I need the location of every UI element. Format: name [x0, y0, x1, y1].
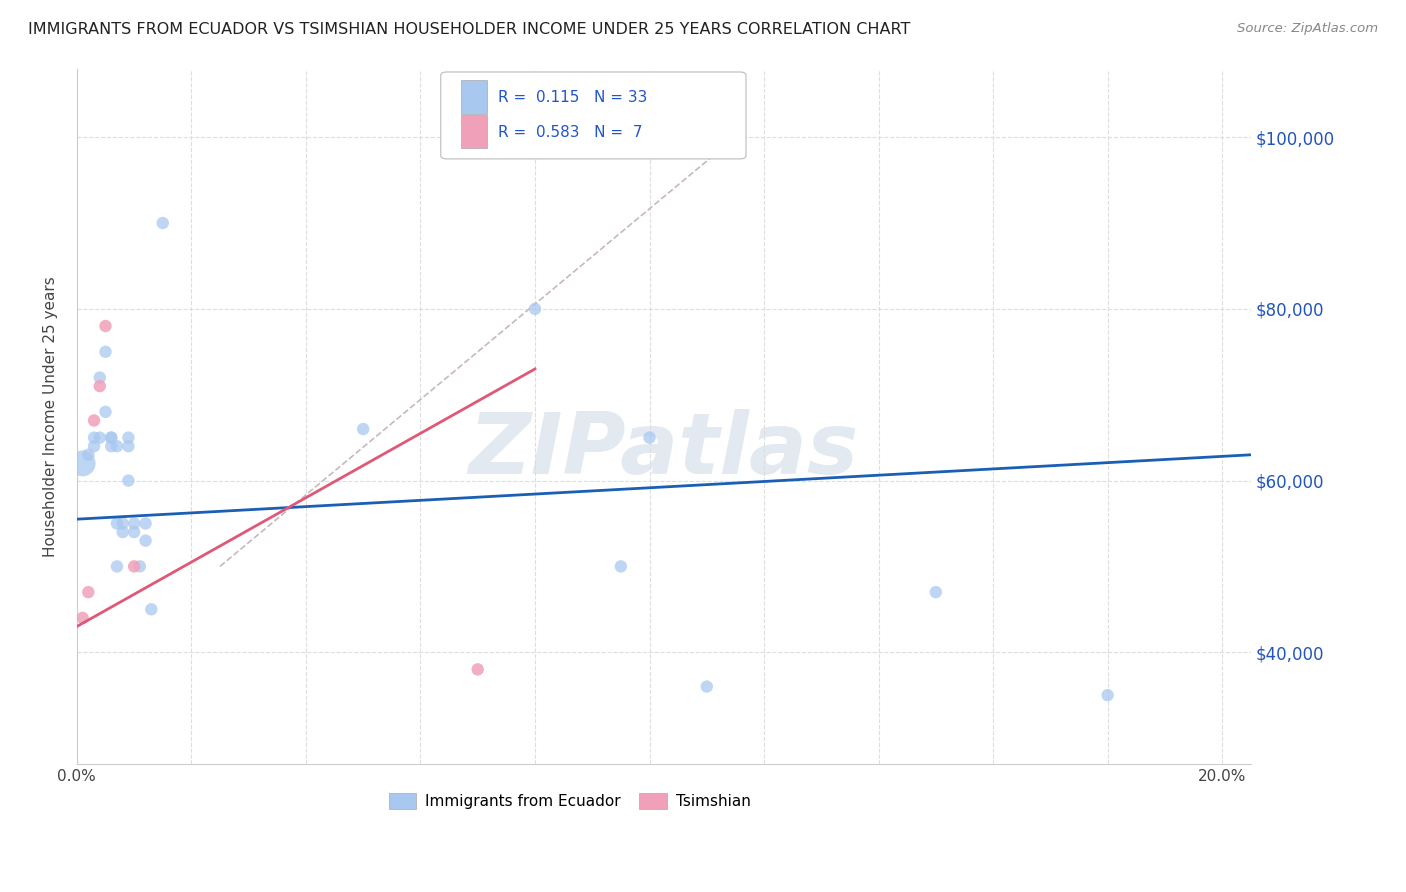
Point	[94, 405, 117, 419]
Point	[696, 680, 718, 694]
Point	[105, 516, 128, 531]
Point	[638, 431, 661, 445]
Text: Source: ZipAtlas.com: Source: ZipAtlas.com	[1237, 22, 1378, 36]
Point	[83, 413, 105, 427]
Point	[111, 524, 134, 539]
Point	[135, 533, 157, 548]
FancyBboxPatch shape	[461, 115, 486, 148]
Text: ZIPatlas: ZIPatlas	[468, 409, 859, 492]
Point	[105, 559, 128, 574]
Text: IMMIGRANTS FROM ECUADOR VS TSIMSHIAN HOUSEHOLDER INCOME UNDER 25 YEARS CORRELATI: IMMIGRANTS FROM ECUADOR VS TSIMSHIAN HOU…	[28, 22, 911, 37]
Point	[1097, 688, 1119, 702]
Point	[467, 662, 489, 676]
Point	[94, 319, 117, 334]
Point	[152, 216, 174, 230]
Point	[105, 439, 128, 453]
Point	[83, 439, 105, 453]
Point	[117, 431, 139, 445]
Point	[83, 431, 105, 445]
FancyBboxPatch shape	[440, 72, 747, 159]
Point	[77, 448, 100, 462]
Legend: Immigrants from Ecuador, Tsimshian: Immigrants from Ecuador, Tsimshian	[382, 787, 756, 815]
Point	[89, 431, 111, 445]
Point	[72, 611, 94, 625]
FancyBboxPatch shape	[461, 80, 486, 113]
Point	[122, 559, 145, 574]
Point	[100, 431, 122, 445]
Point	[122, 516, 145, 531]
Text: R =  0.583   N =  7: R = 0.583 N = 7	[498, 125, 643, 140]
Point	[117, 474, 139, 488]
Point	[72, 456, 94, 470]
Point	[77, 585, 100, 599]
Point	[141, 602, 163, 616]
Point	[89, 379, 111, 393]
Point	[352, 422, 374, 436]
Point	[117, 439, 139, 453]
Text: R =  0.115   N = 33: R = 0.115 N = 33	[498, 90, 648, 105]
Point	[100, 439, 122, 453]
Point	[523, 301, 546, 316]
Point	[94, 344, 117, 359]
Point	[610, 559, 633, 574]
Point	[135, 516, 157, 531]
Point	[100, 431, 122, 445]
Y-axis label: Householder Income Under 25 years: Householder Income Under 25 years	[44, 276, 58, 557]
Point	[122, 524, 145, 539]
Point	[128, 559, 150, 574]
Point	[89, 370, 111, 384]
Point	[111, 516, 134, 531]
Point	[925, 585, 948, 599]
